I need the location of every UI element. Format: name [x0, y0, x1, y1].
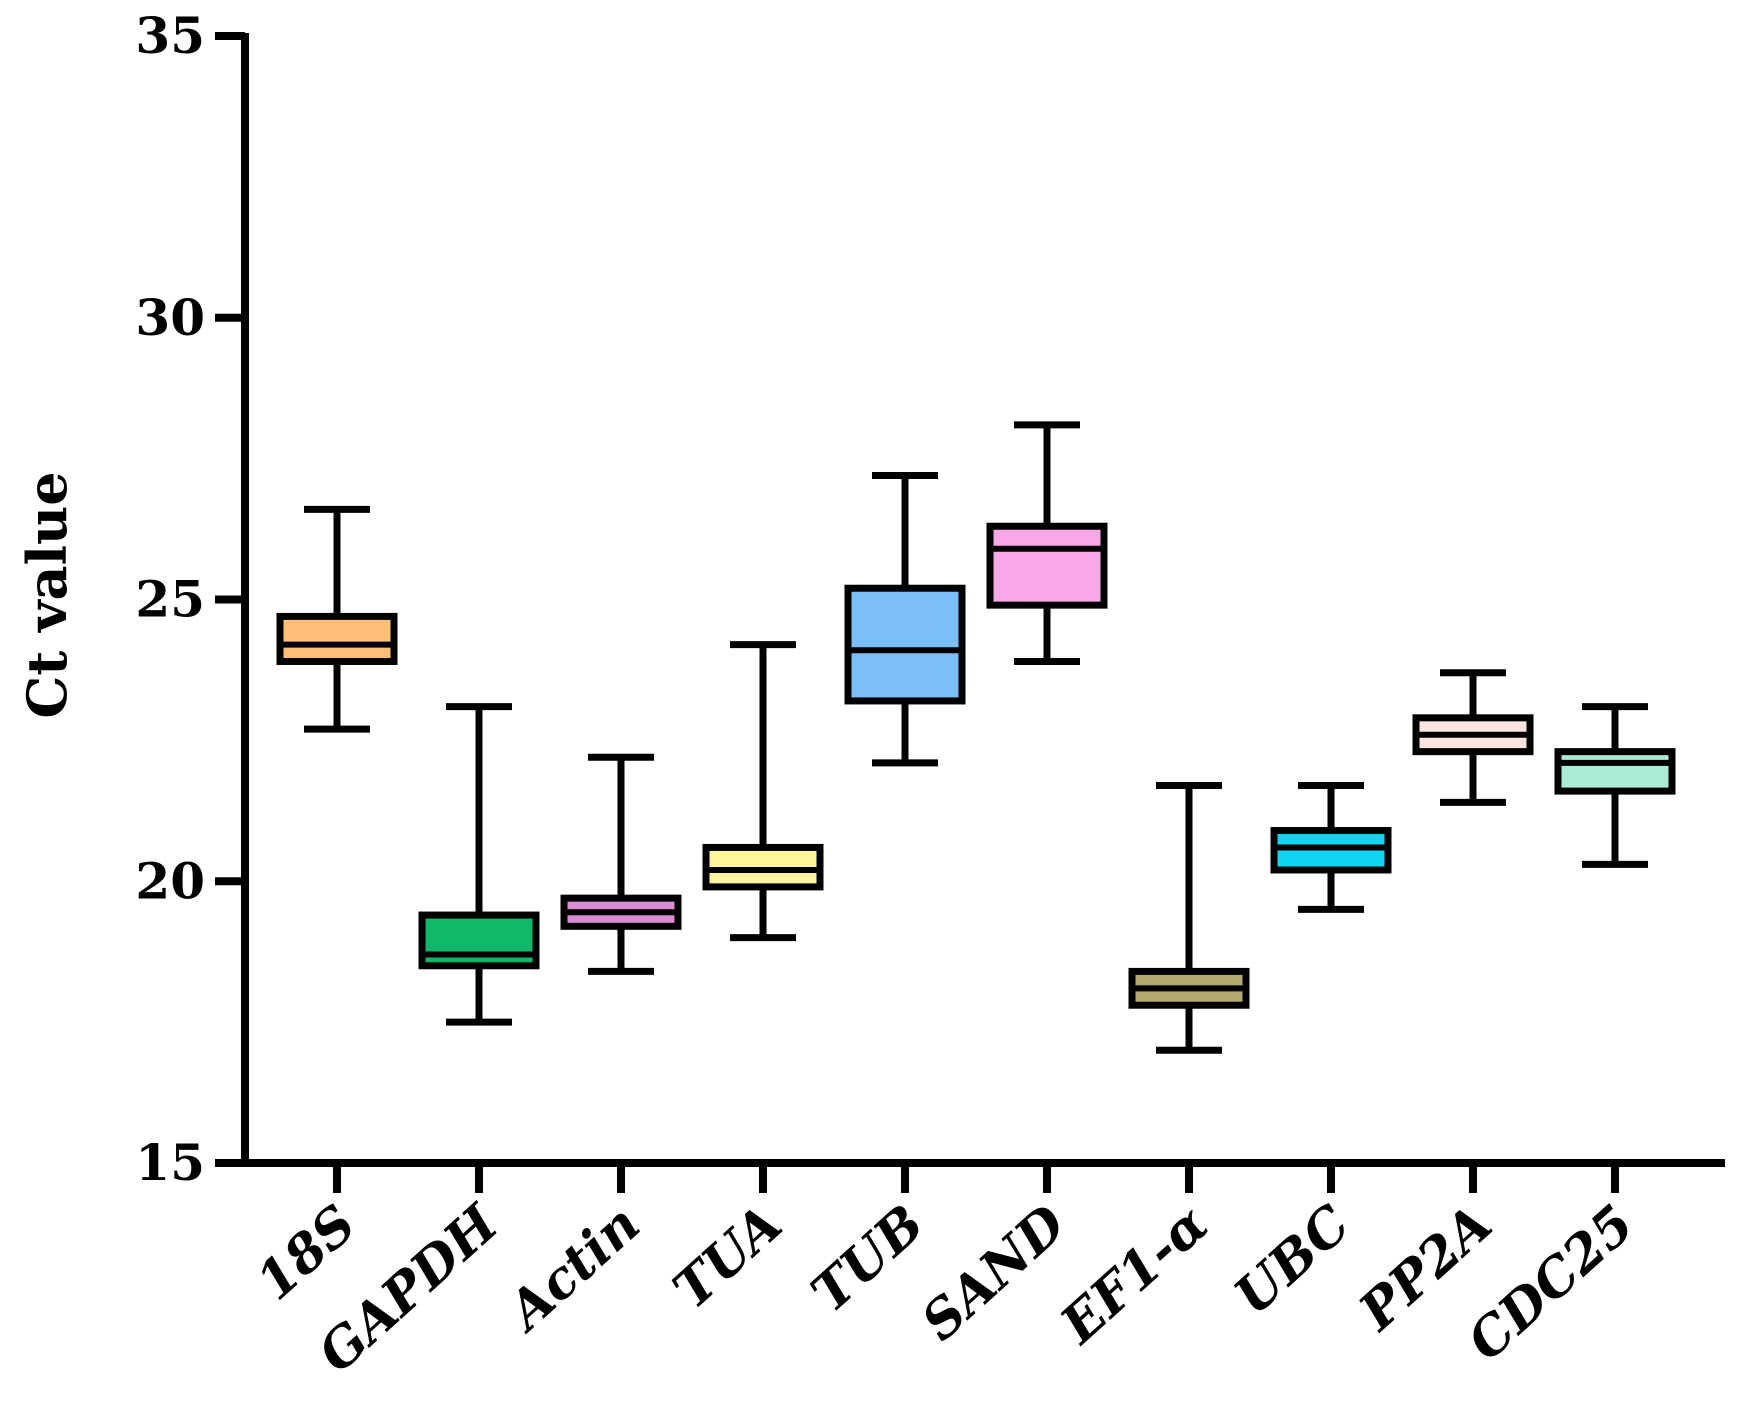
- box-1-iqr-box: [418, 911, 540, 970]
- x-tick-label-6: EF1-α: [1048, 1193, 1220, 1356]
- y-axis-title: Ct value: [15, 471, 79, 718]
- x-tick-label-7: UBC: [1223, 1193, 1362, 1326]
- y-tick-label-25: 25: [135, 570, 205, 629]
- box-5-iqr-box: [986, 522, 1108, 609]
- box-4-iqr-box: [844, 584, 966, 705]
- y-tick-label-20: 20: [135, 851, 205, 910]
- y-tick-label-15: 15: [135, 1133, 205, 1192]
- x-tick-label-0: 18S: [245, 1193, 368, 1312]
- x-tick-label-5: SAND: [910, 1193, 1078, 1352]
- y-tick-label-30: 30: [135, 288, 205, 347]
- x-tick-label-2: Actin: [493, 1193, 652, 1344]
- box-0-iqr-box: [276, 612, 398, 665]
- x-tick-label-3: TUA: [662, 1193, 794, 1320]
- y-tick-label-35: 35: [135, 6, 205, 65]
- box-9-iqr-box: [1554, 748, 1676, 795]
